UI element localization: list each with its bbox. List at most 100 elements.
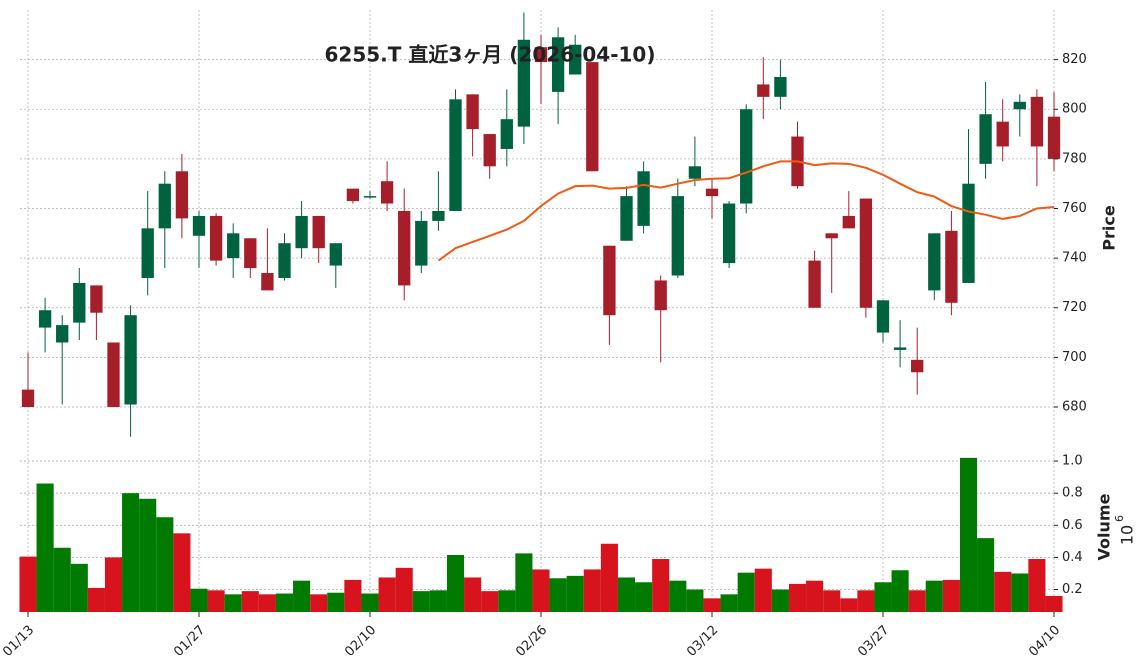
volume-bar bbox=[429, 590, 447, 612]
candle-body bbox=[1047, 116, 1061, 159]
volume-bar bbox=[686, 589, 704, 612]
volume-bar bbox=[275, 593, 294, 612]
volume-bar bbox=[925, 580, 943, 612]
candle-body bbox=[466, 94, 479, 130]
volume-bar bbox=[515, 553, 533, 612]
candle-body bbox=[295, 215, 308, 249]
volume-bar bbox=[327, 592, 345, 612]
candle-body bbox=[312, 215, 325, 249]
scale-base: 10 bbox=[1118, 525, 1137, 545]
volume-bar bbox=[617, 577, 636, 612]
candle-body bbox=[534, 47, 548, 63]
candle-body bbox=[774, 76, 787, 97]
candle-body bbox=[654, 280, 667, 311]
candle-body bbox=[705, 188, 719, 197]
candle-body bbox=[56, 325, 69, 343]
volume-bar bbox=[994, 571, 1012, 612]
volume-bar bbox=[19, 556, 37, 612]
x-tick-label: 02/26 bbox=[513, 623, 550, 660]
candle-body bbox=[415, 220, 428, 266]
volume-bar bbox=[344, 579, 362, 612]
marks bbox=[19, 12, 1063, 612]
candle-body bbox=[893, 347, 907, 350]
candle-body bbox=[449, 99, 462, 211]
y-tick-label: 780 bbox=[1062, 151, 1087, 166]
volume-bar bbox=[942, 579, 960, 612]
volume-bar bbox=[258, 594, 276, 612]
volume-bar bbox=[891, 570, 909, 612]
y-tick-label: 720 bbox=[1062, 300, 1087, 315]
candle-body bbox=[603, 245, 616, 316]
candle-body bbox=[586, 62, 599, 172]
volume-bar bbox=[36, 483, 54, 612]
volume-bar bbox=[959, 457, 978, 612]
volume-bar bbox=[874, 582, 892, 612]
volume-bar bbox=[122, 493, 140, 612]
candle-body bbox=[483, 134, 496, 167]
y-tick-label: 760 bbox=[1062, 201, 1087, 216]
volume-bar bbox=[293, 580, 311, 612]
volume-bar bbox=[190, 588, 208, 612]
candle-body bbox=[278, 243, 291, 278]
volume-bar bbox=[823, 590, 841, 612]
candle-body bbox=[380, 181, 394, 204]
volume-bar bbox=[652, 559, 670, 612]
volume-bar bbox=[720, 594, 738, 612]
candle-body bbox=[569, 44, 582, 75]
candle-body bbox=[671, 196, 684, 276]
candle-body bbox=[261, 273, 274, 291]
candle-body bbox=[21, 389, 35, 407]
candle-body bbox=[637, 171, 650, 226]
candle-body bbox=[158, 183, 171, 229]
volume-bar bbox=[87, 587, 105, 612]
volume-bar bbox=[754, 568, 772, 612]
candle-body bbox=[1013, 101, 1026, 110]
volume-bar bbox=[549, 578, 567, 612]
candle-body bbox=[209, 215, 223, 261]
volume-bar bbox=[737, 572, 755, 612]
volume-bar bbox=[977, 538, 995, 612]
volume-bar bbox=[378, 577, 396, 612]
volume-bar bbox=[600, 543, 618, 612]
axis-scale: 10 6 bbox=[1113, 515, 1137, 545]
candle-body bbox=[911, 359, 924, 373]
scale-exponent: 6 bbox=[1113, 515, 1126, 522]
volume-bar bbox=[498, 590, 516, 612]
candle-body bbox=[551, 37, 565, 92]
y-tick-label: 0.8 bbox=[1062, 486, 1083, 501]
x-tick-label: 03/27 bbox=[855, 623, 892, 660]
candle-body bbox=[346, 188, 360, 202]
candle-body bbox=[192, 215, 206, 236]
y-tick-label: 740 bbox=[1062, 251, 1087, 266]
volume-bar bbox=[771, 589, 789, 612]
candle-body bbox=[1030, 96, 1044, 147]
volume-bar bbox=[532, 569, 550, 612]
candle-body bbox=[808, 260, 821, 308]
volume-bar bbox=[104, 557, 123, 612]
candle-body bbox=[124, 315, 137, 405]
candle-body bbox=[363, 196, 377, 198]
chart-title: 6255.T 直近3ヶ月 (2026-04-10) bbox=[325, 43, 656, 67]
volume-bar bbox=[241, 591, 259, 612]
candle-body bbox=[227, 233, 240, 259]
volume-bar bbox=[669, 580, 687, 612]
volume-bar bbox=[908, 590, 926, 612]
y-tick-label: 800 bbox=[1062, 102, 1087, 117]
candle-body bbox=[38, 310, 52, 328]
candle-body bbox=[876, 300, 890, 333]
volume-bar bbox=[139, 498, 157, 612]
volume-bar bbox=[788, 583, 807, 612]
volume-bar bbox=[412, 591, 430, 612]
volume-bar bbox=[481, 591, 499, 612]
volume-bar bbox=[703, 598, 721, 612]
candle-body bbox=[107, 342, 120, 407]
volume-bar bbox=[1028, 559, 1046, 612]
volume-bar bbox=[207, 590, 225, 612]
volume-bar bbox=[395, 567, 413, 612]
volume-bar bbox=[635, 582, 653, 612]
candle-body bbox=[740, 109, 753, 204]
candle-body bbox=[962, 183, 975, 283]
candle-body bbox=[979, 114, 992, 164]
candle-body bbox=[757, 84, 770, 97]
volume-bar bbox=[156, 517, 174, 612]
